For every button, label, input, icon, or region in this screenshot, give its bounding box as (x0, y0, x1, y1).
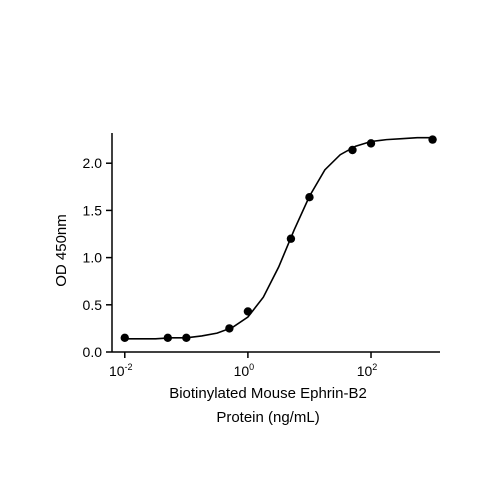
x-tick-exponent: -2 (125, 362, 133, 372)
data-point (428, 135, 437, 144)
data-point (366, 139, 376, 148)
x-tick-base: 10 (234, 363, 250, 379)
data-point (163, 333, 173, 343)
y-tick-label: 0.0 (83, 344, 103, 360)
y-tick-label: 1.5 (83, 202, 103, 218)
y-tick-label: 1.0 (83, 250, 103, 266)
data-point (348, 145, 357, 155)
data-point (182, 333, 191, 343)
x-axis-label: Protein (ng/mL) (216, 409, 319, 426)
data-point (286, 234, 296, 243)
data-point (243, 307, 253, 316)
x-tick-exponent: 0 (249, 362, 254, 372)
x-axis-label: Biotinylated Mouse Ephrin-B2 (169, 385, 367, 402)
x-tick-label: 10-2 (109, 362, 133, 379)
x-tick-exponent: 2 (372, 362, 377, 372)
x-tick-label: 100 (234, 362, 255, 379)
x-tick-base: 10 (109, 363, 125, 379)
x-tick-label: 102 (357, 362, 378, 379)
y-axis-label: OD 450nm (53, 214, 70, 287)
data-point (120, 333, 129, 343)
data-point (305, 192, 314, 202)
y-tick-label: 0.5 (83, 297, 103, 313)
data-point (225, 324, 234, 333)
y-tick-label: 2.0 (83, 155, 103, 171)
x-tick-base: 10 (357, 363, 373, 379)
fit-curve (124, 136, 433, 340)
